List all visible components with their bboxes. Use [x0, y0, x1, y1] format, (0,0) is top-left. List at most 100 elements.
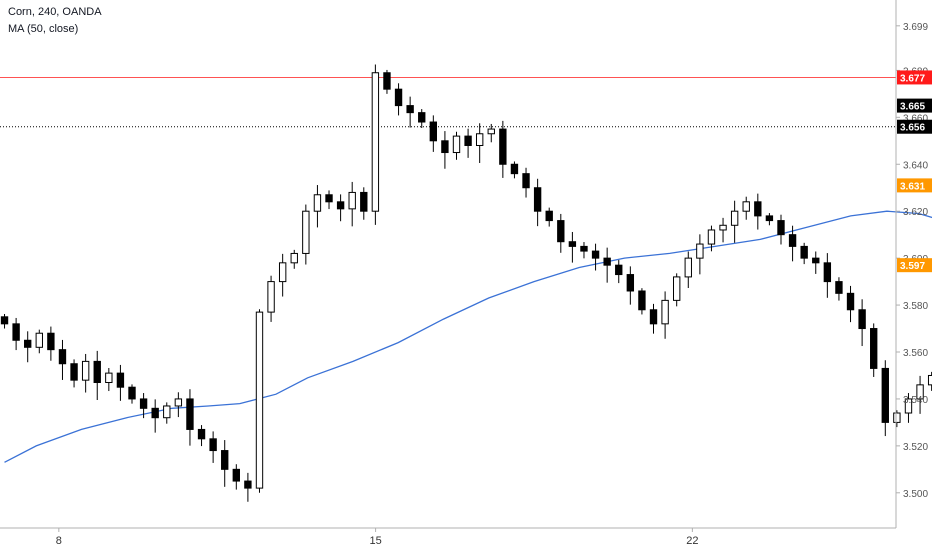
price-tag-4: 3.631	[900, 181, 925, 192]
candle-body	[13, 324, 19, 340]
candle-body	[59, 350, 65, 364]
symbol-title[interactable]: Corn, 240, OANDA	[8, 6, 102, 18]
candles	[1, 65, 932, 502]
candle-body	[616, 265, 622, 274]
candle-body	[245, 481, 251, 488]
candle-body	[349, 192, 355, 208]
y-tick-label: 3.560	[903, 348, 928, 359]
candle-body	[314, 195, 320, 211]
y-tick-label: 3.500	[903, 489, 928, 500]
candle-body	[407, 106, 413, 113]
candle-body	[871, 329, 877, 369]
candle-body	[279, 263, 285, 282]
candle-body	[210, 439, 216, 451]
candle-body	[731, 211, 737, 225]
candle-body	[627, 275, 633, 291]
candle-body	[766, 216, 772, 221]
candle-body	[25, 340, 31, 347]
x-tick-label: 15	[369, 535, 381, 547]
y-tick-label: 3.520	[903, 442, 928, 453]
candle-body	[337, 202, 343, 209]
candle-body	[511, 164, 517, 173]
x-tick-label: 22	[686, 535, 698, 547]
candle-body	[894, 413, 900, 422]
candle-body	[581, 246, 587, 251]
candle-body	[476, 134, 482, 146]
candle-body	[198, 429, 204, 438]
candle-body	[372, 73, 378, 211]
candle-body	[755, 202, 761, 216]
y-tick-label: 3.640	[903, 160, 928, 171]
indicator-legend[interactable]: MA (50, close)	[8, 23, 78, 35]
candle-body	[129, 387, 135, 399]
candle-body	[847, 293, 853, 309]
candle-body	[801, 246, 807, 258]
candle-body	[813, 258, 819, 263]
y-tick-label: 3.620	[903, 207, 928, 218]
price-tag-3: 3.656	[900, 123, 925, 134]
candle-body	[326, 195, 332, 202]
candle-body	[859, 310, 865, 329]
y-tick-label: 3.540	[903, 395, 928, 406]
candle-body	[488, 129, 494, 134]
candle-body	[569, 242, 575, 247]
candle-body	[430, 122, 436, 141]
price-tag-1: 3.677	[900, 73, 925, 84]
candle-body	[442, 141, 448, 153]
candle-body	[824, 263, 830, 282]
candle-body	[222, 451, 228, 470]
candle-body	[708, 230, 714, 244]
candle-body	[164, 406, 170, 418]
candle-body	[778, 221, 784, 235]
candle-body	[465, 136, 471, 145]
candle-body	[639, 291, 645, 310]
candle-body	[743, 202, 749, 211]
candle-body	[500, 129, 506, 164]
candle-body	[384, 73, 390, 89]
candle-body	[94, 361, 100, 382]
candle-body	[71, 364, 77, 380]
candle-body	[1, 317, 7, 324]
candle-body	[175, 399, 181, 406]
candle-body	[140, 399, 146, 408]
candle-body	[720, 225, 726, 230]
candle-body	[592, 251, 598, 258]
candle-body	[256, 312, 262, 488]
candle-body	[291, 253, 297, 262]
candle-body	[523, 174, 529, 188]
candle-body	[303, 211, 309, 253]
candle-body	[789, 235, 795, 247]
candle-body	[36, 333, 42, 347]
candle-body	[453, 136, 459, 152]
candle-body	[546, 211, 552, 220]
candle-body	[187, 399, 193, 430]
candle-body	[928, 375, 932, 384]
candle-body	[662, 300, 668, 323]
candle-body	[82, 361, 88, 380]
y-tick-label: 3.699	[903, 22, 928, 33]
candle-body	[117, 373, 123, 387]
candle-body	[534, 188, 540, 211]
candle-body	[604, 258, 610, 265]
candle-body	[674, 277, 680, 300]
candle-body	[152, 408, 158, 417]
horizontal-lines	[0, 77, 896, 126]
candle-body	[233, 469, 239, 481]
candle-body	[697, 244, 703, 258]
candle-body	[268, 282, 274, 313]
candle-body	[361, 192, 367, 211]
candle-body	[685, 258, 691, 277]
candle-body	[106, 373, 112, 382]
candle-body	[882, 368, 888, 422]
price-tag-5: 3.597	[900, 261, 925, 272]
candle-body	[558, 221, 564, 242]
price-tag-2: 3.665	[900, 102, 925, 113]
y-tick-label: 3.580	[903, 301, 928, 312]
candle-body	[419, 113, 425, 122]
candle-body	[48, 333, 54, 349]
candle-body	[650, 310, 656, 324]
candle-body	[395, 89, 401, 105]
